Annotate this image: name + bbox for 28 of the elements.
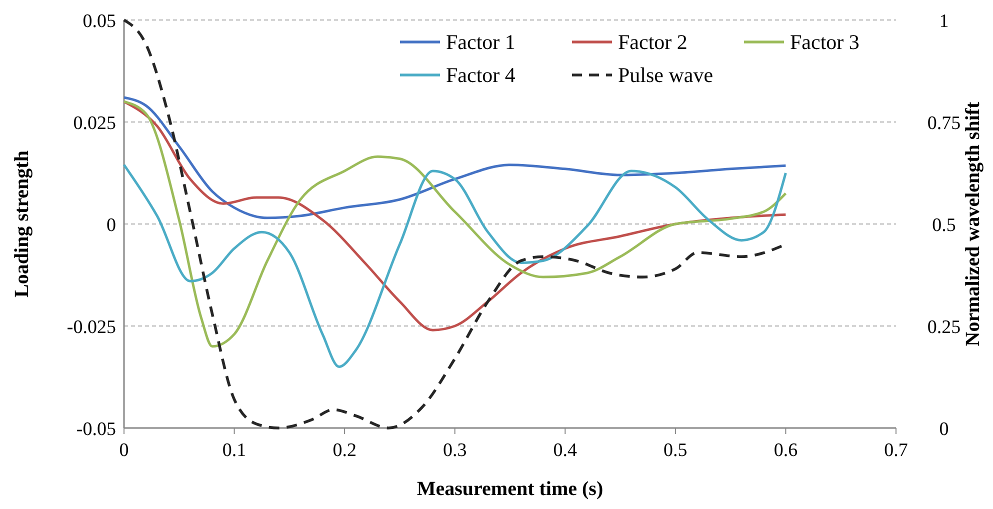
legend-label: Factor 3 [790, 30, 860, 54]
y2-tick-label: 0.5 [932, 215, 956, 236]
y-tick-label: 0 [106, 215, 116, 236]
y-tick-label: 0.05 [82, 11, 116, 32]
y2-tick-label: 1 [939, 11, 949, 32]
line-series [122, 96, 787, 220]
y2-axis-title: Normalized wavelength shift [962, 101, 984, 346]
y-tick-label: -0.025 [66, 317, 116, 338]
x-tick-label: 0.6 [774, 440, 798, 461]
y-tick-label: 0.025 [73, 113, 116, 134]
y2-tick-label: 0.75 [927, 113, 961, 134]
x-tick-label: 0.3 [442, 440, 467, 461]
x-tick-label: 0.2 [332, 440, 356, 461]
x-tick-label: 0.4 [553, 440, 578, 461]
x-tick-label: 0.5 [664, 440, 688, 461]
x-tick-label: 0.1 [222, 440, 246, 461]
legend-label: Factor 2 [618, 30, 688, 54]
x-tick-label: 0.7 [884, 440, 908, 461]
y2-tick-label: 0.25 [927, 317, 961, 338]
y-tick-label: -0.05 [76, 419, 116, 440]
legend-label: Factor 1 [446, 30, 516, 54]
legend-label: Pulse wave [618, 63, 714, 87]
x-tick-label: 0 [119, 440, 129, 461]
legend-label: Factor 4 [446, 63, 516, 87]
line-series [122, 164, 787, 368]
y2-tick-label: 0 [939, 419, 949, 440]
x-axis-title: Measurement time (s) [416, 478, 604, 500]
y-axis-title: Loading strength [11, 150, 33, 298]
